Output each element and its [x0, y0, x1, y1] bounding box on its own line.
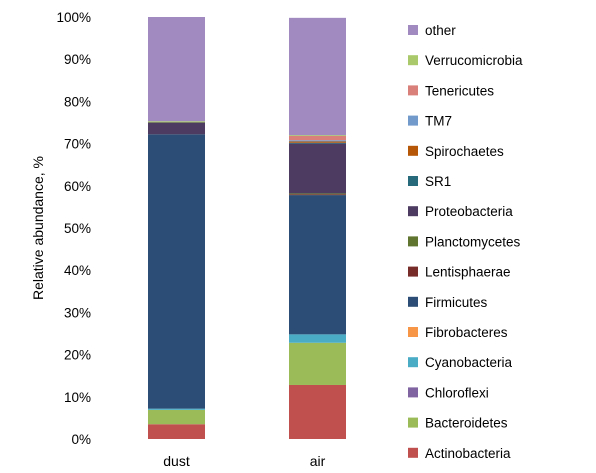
y-tick-label: 90% — [64, 52, 91, 67]
legend-swatch — [408, 447, 418, 458]
legend-swatch — [408, 327, 418, 337]
legend-swatch — [408, 387, 418, 398]
legend-label: Lentisphaerae — [425, 265, 511, 280]
bar-segment — [148, 408, 205, 410]
legend-label: Firmicutes — [425, 295, 488, 310]
bar-segment — [148, 122, 205, 135]
legend-label: Proteobacteria — [425, 204, 513, 219]
bar-segment — [289, 342, 346, 385]
y-axis-title: Relative abundance, % — [30, 156, 46, 300]
legend-label: Actinobacteria — [425, 446, 511, 461]
bar-segment — [148, 134, 205, 409]
legend-label: Tenericutes — [425, 83, 494, 98]
bar-segment — [289, 143, 346, 194]
bar-segment — [289, 384, 346, 439]
legend: other Verrucomicrobia Tenericutes TM7 Spiroc… — [408, 23, 523, 461]
legend-swatch — [408, 25, 418, 35]
y-tick-label: 20% — [64, 348, 91, 363]
legend-swatch — [408, 145, 418, 156]
legend-swatch — [408, 176, 418, 186]
legend-label: SR1 — [425, 174, 451, 189]
legend-swatch — [408, 266, 418, 277]
y-tick-label: 70% — [64, 137, 91, 152]
y-tick-label: 60% — [64, 179, 91, 194]
bar-segment — [289, 193, 346, 195]
y-tick-label: 100% — [56, 10, 91, 25]
y-tick-label: 10% — [64, 390, 91, 405]
x-category-label: dust — [163, 453, 190, 469]
legend-label: Verrucomicrobia — [425, 53, 523, 68]
bar-segment — [148, 121, 205, 123]
y-tick-label: 30% — [64, 305, 91, 320]
bar-segment — [148, 424, 205, 439]
y-tick-label: 80% — [64, 94, 91, 109]
bar-segment — [289, 136, 346, 141]
x-category-label: air — [310, 453, 326, 469]
legend-swatch — [408, 417, 418, 428]
legend-label: Cyanobacteria — [425, 355, 513, 370]
bar-segment — [289, 142, 346, 144]
legend-swatch — [408, 55, 418, 66]
bar-segment — [148, 409, 205, 425]
legend-label: TM7 — [425, 114, 452, 129]
legend-label: Spirochaetes — [425, 144, 504, 159]
bar-stacks — [148, 17, 346, 439]
legend-swatch — [408, 115, 418, 126]
legend-label: Chloroflexi — [425, 385, 489, 400]
y-tick-label: 0% — [71, 432, 91, 447]
legend-swatch — [408, 206, 418, 217]
bar-segment — [289, 135, 346, 137]
bar-segment — [289, 17, 346, 136]
bar-segment — [289, 195, 346, 335]
legend-swatch — [408, 236, 418, 247]
legend-swatch — [408, 85, 418, 96]
y-axis-ticks: 0% 10% 20% 30% 40% 50% 60% 70% 80% 90% 100% — [56, 10, 91, 447]
x-axis-categories: dust air — [163, 453, 325, 469]
bar-segment — [289, 141, 346, 143]
legend-swatch — [408, 296, 418, 307]
legend-label: Bacteroidetes — [425, 416, 508, 431]
bar-segment — [289, 194, 346, 196]
legend-label: Planctomycetes — [425, 234, 521, 249]
y-tick-label: 40% — [64, 263, 91, 278]
legend-label: other — [425, 23, 456, 38]
legend-swatch — [408, 357, 418, 368]
bar-segment — [289, 140, 346, 142]
bar-segment — [148, 17, 205, 122]
bar-segment — [289, 334, 346, 343]
legend-label: Fibrobacteres — [425, 325, 508, 340]
y-tick-label: 50% — [64, 221, 91, 236]
